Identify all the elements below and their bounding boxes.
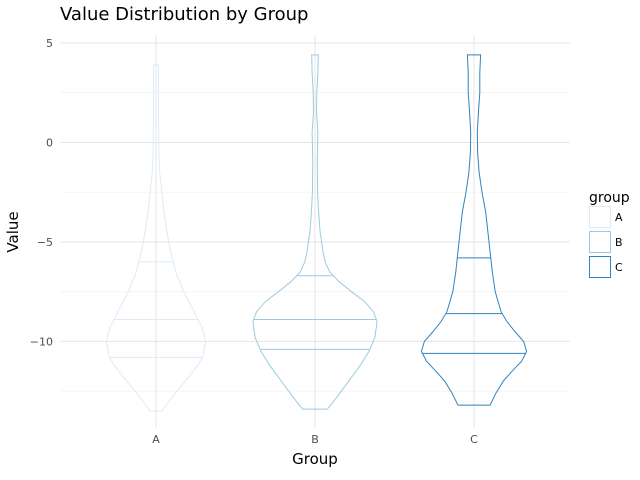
legend-label-A: A xyxy=(615,211,623,224)
y-axis-ticks: 5 0 −5 −10 xyxy=(30,37,53,348)
legend-label-B: B xyxy=(615,236,623,249)
x-tick-label: B xyxy=(311,433,319,446)
legend-key-C xyxy=(589,256,611,278)
legend-key-B xyxy=(589,231,611,253)
legend: group ABC xyxy=(589,190,630,278)
violins xyxy=(105,54,528,412)
x-tick-label: C xyxy=(470,433,478,446)
legend-title: group xyxy=(589,190,630,206)
violin-B xyxy=(252,54,378,410)
y-tick-label: 5 xyxy=(46,37,53,50)
violin-C xyxy=(420,54,528,406)
x-axis-ticks: A B C xyxy=(152,433,478,446)
violin-A xyxy=(105,64,207,412)
x-axis-label: Group xyxy=(292,450,338,468)
grid xyxy=(60,35,570,427)
y-axis-label: Value xyxy=(4,211,22,252)
y-tick-label: 0 xyxy=(46,136,53,149)
legend-key-A xyxy=(589,206,611,228)
x-tick-label: A xyxy=(152,433,160,446)
y-tick-label: −10 xyxy=(30,335,53,348)
y-tick-label: −5 xyxy=(37,236,53,249)
chart-title: Value Distribution by Group xyxy=(60,4,308,25)
legend-label-C: C xyxy=(615,261,623,274)
